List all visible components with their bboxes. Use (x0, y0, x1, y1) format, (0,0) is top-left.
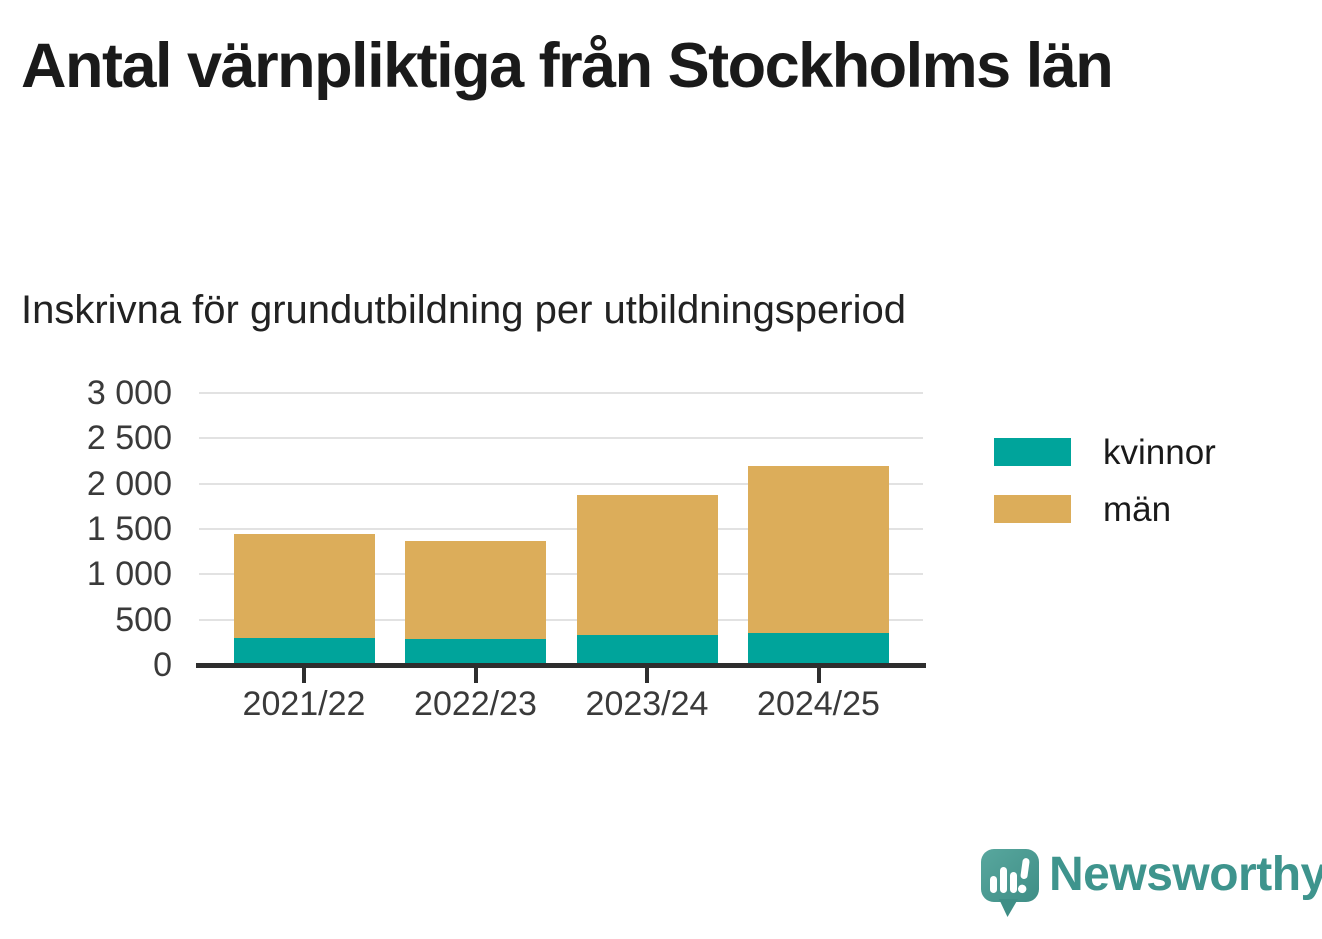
logo-wordmark: Newsworthy (1049, 848, 1322, 901)
chart-subtitle: Inskrivna för grundutbildning per utbild… (21, 288, 906, 332)
y-axis-tick-label: 2 000 (86, 464, 172, 503)
bar-segment (405, 638, 546, 665)
x-axis-tick-label: 2023/24 (585, 685, 709, 723)
legend-label-man: män (1103, 489, 1172, 529)
x-axis-tick (473, 668, 478, 683)
y-axis-tick-label: 3 000 (86, 374, 172, 412)
newsworthy-logo: Newsworthy (980, 847, 1322, 921)
speech-bubble-chart-icon (981, 849, 1039, 917)
page-title: Antal värnpliktiga från Stockholms län (21, 31, 1114, 101)
legend-label-kvinnor: kvinnor (1103, 432, 1216, 472)
gridline (199, 618, 923, 621)
x-axis-tick-label: 2024/25 (757, 685, 880, 723)
gridline (199, 482, 923, 485)
bar-segment (405, 541, 546, 639)
y-axis-tick-label: 1 500 (86, 510, 172, 548)
bar-segment (576, 635, 718, 665)
y-axis-tick-label: 500 (115, 600, 172, 639)
x-axis-line (196, 663, 926, 668)
gridline (199, 573, 923, 576)
x-axis-tick-label: 2021/22 (242, 685, 366, 723)
bar-segment (233, 533, 375, 638)
bar-segment (748, 465, 889, 634)
gridline (199, 437, 923, 440)
x-axis-tick (645, 668, 649, 683)
y-axis-tick-label: 1 000 (86, 555, 172, 594)
gridline (199, 392, 923, 394)
legend-swatch-man (994, 495, 1071, 523)
bar-segment (748, 633, 889, 665)
legend-item-man: män (994, 492, 1171, 527)
bar-segment (233, 637, 375, 665)
x-axis-tick (816, 668, 821, 683)
y-axis-tick-label: 2 500 (86, 419, 172, 458)
x-axis-tick-label: 2022/23 (414, 685, 537, 723)
gridline (199, 528, 923, 530)
bar-segment (576, 495, 718, 636)
x-axis-tick (302, 668, 306, 683)
legend-swatch-kvinnor (994, 438, 1071, 466)
legend-item-kvinnor: kvinnor (994, 435, 1216, 470)
y-axis-tick-label: 0 (153, 646, 172, 684)
